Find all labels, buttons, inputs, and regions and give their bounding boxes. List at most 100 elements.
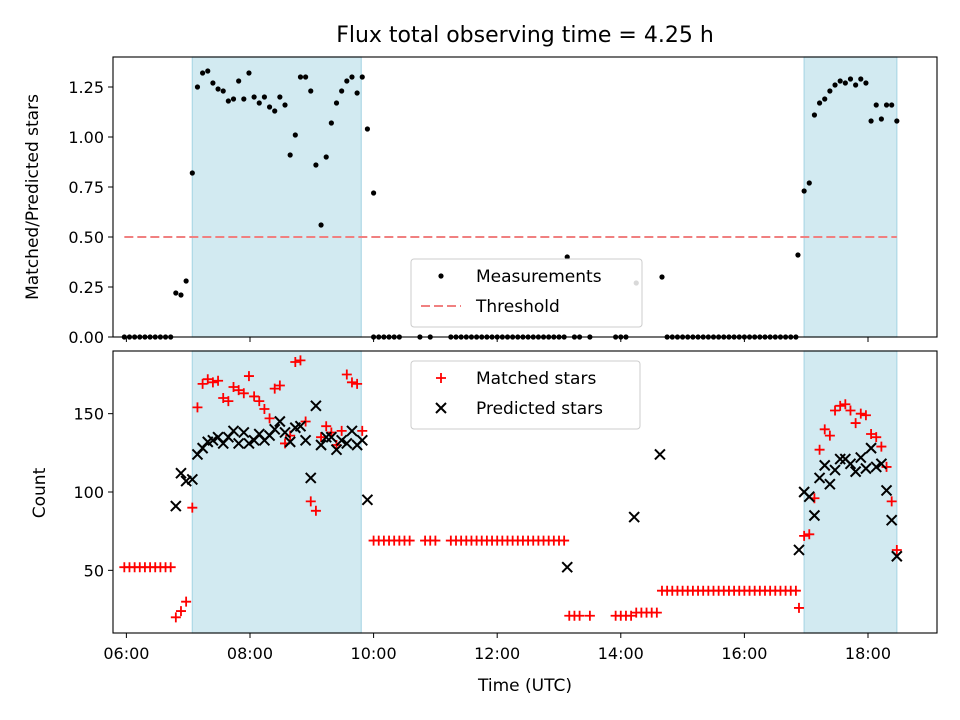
matched-star-point: [430, 535, 441, 546]
measurement-point: [230, 96, 237, 102]
predicted-star-point: [561, 561, 573, 573]
matched-star-point: [866, 429, 877, 440]
y-tick-label: 100: [73, 483, 104, 502]
matched-star-point: [165, 562, 176, 573]
measurement-point: [816, 100, 823, 106]
legend-label: Measurements: [476, 267, 602, 287]
matched-star-point: [855, 408, 866, 419]
matched-star-point: [192, 402, 203, 413]
matched-star-point: [819, 424, 830, 435]
matched-star-point: [835, 400, 846, 411]
x-tick-label: 10:00: [351, 644, 397, 663]
measurement-point: [173, 290, 179, 296]
measurement-point: [178, 292, 184, 298]
matched-star-point: [170, 612, 181, 623]
predicted-star-point: [341, 437, 353, 450]
matched-star-point: [845, 405, 856, 416]
predicted-star-point: [824, 478, 836, 490]
matched-star-point: [357, 425, 368, 436]
measurement-point: [370, 190, 377, 196]
measurement-point: [210, 80, 216, 86]
measurement-point: [215, 86, 221, 92]
measurement-point: [297, 74, 304, 80]
measurement-point: [287, 152, 293, 158]
y-tick-label: 150: [73, 405, 104, 424]
measurement-point: [308, 88, 314, 94]
measurement-point: [277, 94, 283, 100]
y-tick-label: 50: [84, 561, 104, 580]
matched-star-point: [824, 430, 835, 441]
matched-star-point: [793, 602, 804, 613]
legend-box: [410, 258, 643, 328]
measurement-point: [806, 180, 812, 186]
predicted-star-point: [315, 439, 327, 451]
measurement-point: [837, 78, 843, 84]
matched-star-point: [850, 418, 861, 429]
measurement-point: [842, 80, 848, 86]
measurement-point: [883, 102, 890, 108]
predicted-star-point: [813, 472, 826, 484]
legend-label: Threshold: [475, 297, 560, 317]
measurement-point: [827, 88, 833, 94]
measurement-point: [256, 100, 262, 106]
measurement-point: [795, 252, 801, 258]
legend-label: Predicted stars: [476, 399, 603, 419]
predicted-star-point: [870, 461, 882, 473]
x-tick-label: 14:00: [598, 644, 644, 663]
predicted-star-point: [849, 465, 862, 478]
predicted-star-point: [294, 420, 307, 432]
measurement-point: [847, 76, 854, 82]
axes-frame-0: [112, 56, 938, 338]
measurement-point: [878, 116, 884, 122]
predicted-star-point: [891, 550, 903, 562]
predicted-star-point: [356, 434, 368, 447]
measurement-point: [200, 70, 206, 76]
y-tick-label: 0.25: [68, 278, 104, 297]
matched-star-point: [223, 396, 234, 407]
legend-1: Matched stars Predicted stars: [410, 360, 641, 430]
matched-star-point: [346, 377, 357, 388]
matched-star-point: [213, 375, 224, 386]
measurement-point: [282, 102, 288, 108]
count-panel: 50 100 150 06:00 08:00 10:00 12:00 14:00 16:00 18…: [73, 350, 938, 663]
y-tick-label: 0.50: [68, 228, 104, 247]
predicted-star-point: [654, 448, 666, 461]
measurement-point: [266, 104, 273, 110]
observing-window-1: [803, 56, 898, 338]
matched-star-point: [218, 393, 229, 403]
predicted-star-point: [880, 484, 893, 497]
measurement-point: [801, 188, 807, 194]
measurement-point: [349, 74, 355, 80]
matched-star-point: [559, 535, 570, 546]
measurement-point: [251, 94, 257, 100]
measurement-point: [853, 82, 859, 88]
ratio-y-axis-label: Matched/Predicted stars: [23, 94, 43, 300]
predicted-star-point: [361, 494, 374, 506]
matched-star-point: [175, 606, 186, 617]
predicted-star-point: [346, 425, 358, 437]
measurement-point: [832, 82, 838, 88]
predicted-star-point: [860, 462, 872, 475]
measurement-point: [364, 126, 371, 132]
predicted-star-point: [186, 473, 199, 486]
measurement-point: [292, 132, 298, 138]
predicted-star-point: [829, 464, 841, 476]
matched-star-point: [269, 383, 280, 394]
predicted-star-point: [335, 434, 348, 447]
x-axis-label: Time (UTC): [477, 676, 572, 696]
measurement-point: [313, 162, 319, 168]
measurement-point: [811, 112, 818, 118]
matched-star-point: [860, 410, 871, 421]
predicted-star-point: [808, 509, 821, 522]
measurement-point: [318, 222, 324, 228]
matched-star-point: [799, 530, 810, 541]
matched-star-point: [264, 413, 275, 424]
matched-star-point: [259, 403, 270, 414]
measurement-point: [822, 96, 828, 102]
x-tick-label: 06:00: [103, 644, 149, 663]
predicted-star-point: [310, 400, 322, 412]
measurement-point: [241, 96, 247, 102]
observing-window-1: [803, 350, 898, 634]
measurement-point: [873, 102, 879, 108]
